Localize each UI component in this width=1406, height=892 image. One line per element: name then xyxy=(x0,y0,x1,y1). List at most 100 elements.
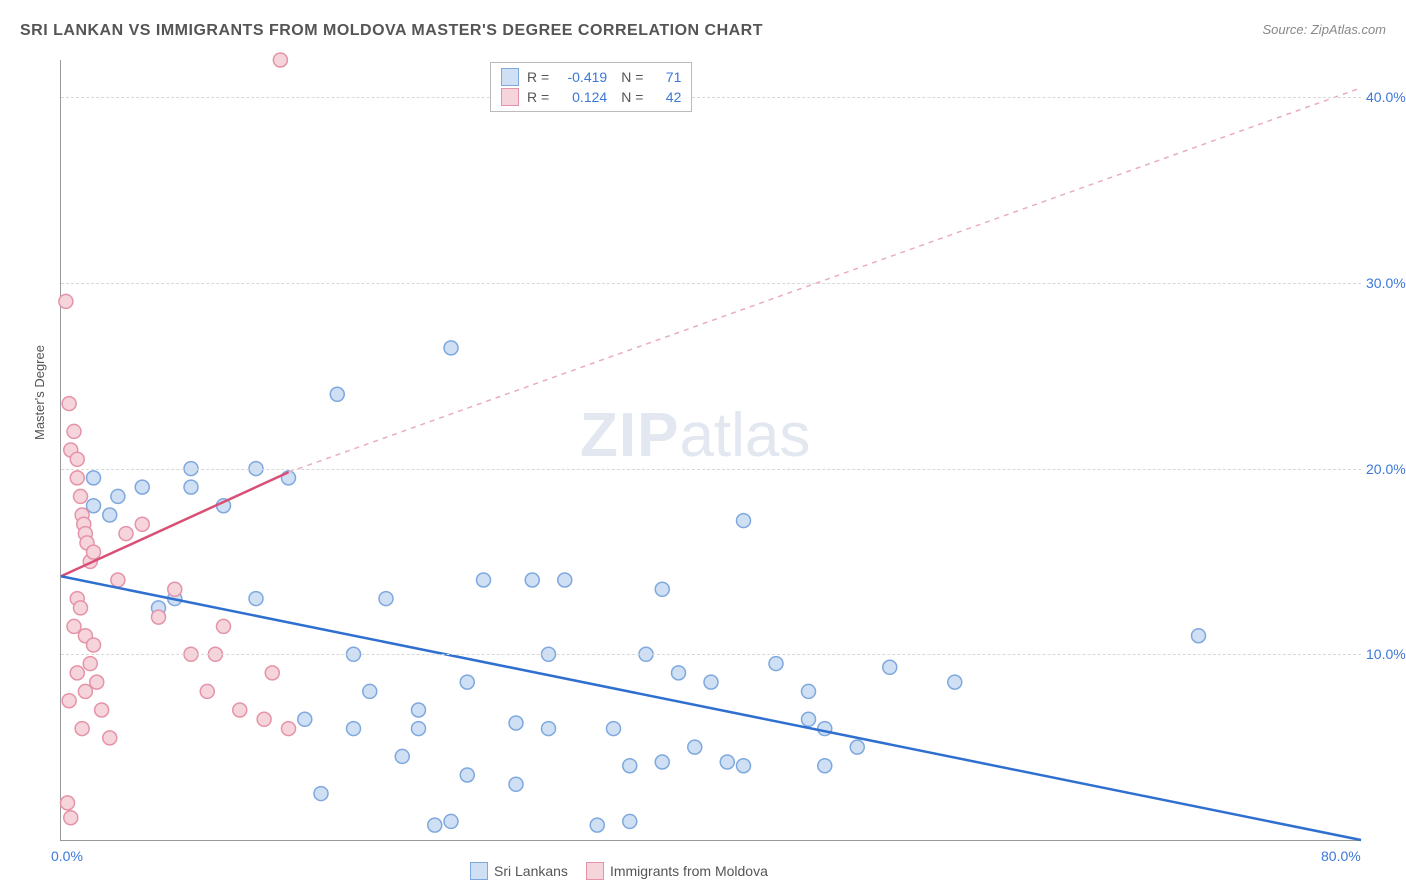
data-point xyxy=(273,53,287,67)
data-point xyxy=(111,573,125,587)
data-point xyxy=(135,517,149,531)
data-point xyxy=(257,712,271,726)
data-point xyxy=(412,722,426,736)
source-credit: Source: ZipAtlas.com xyxy=(1262,22,1386,37)
data-point xyxy=(67,424,81,438)
data-point xyxy=(330,387,344,401)
data-point xyxy=(623,759,637,773)
gridline xyxy=(61,654,1361,655)
data-point xyxy=(948,675,962,689)
legend-swatch xyxy=(501,68,519,86)
data-point xyxy=(428,818,442,832)
r-label: R = xyxy=(527,89,549,105)
data-point xyxy=(525,573,539,587)
data-point xyxy=(200,684,214,698)
data-point xyxy=(444,341,458,355)
data-point xyxy=(70,471,84,485)
data-point xyxy=(78,684,92,698)
data-point xyxy=(623,814,637,828)
data-point xyxy=(802,712,816,726)
chart-title: SRI LANKAN VS IMMIGRANTS FROM MOLDOVA MA… xyxy=(20,22,763,40)
data-point xyxy=(542,722,556,736)
data-point xyxy=(62,397,76,411)
n-label: N = xyxy=(621,69,643,85)
n-value: 42 xyxy=(649,89,681,105)
data-point xyxy=(314,787,328,801)
data-point xyxy=(1192,629,1206,643)
data-point xyxy=(59,294,73,308)
data-point xyxy=(95,703,109,717)
data-point xyxy=(74,489,88,503)
data-point xyxy=(67,619,81,633)
data-point xyxy=(70,452,84,466)
legend-row: R =0.124N =42 xyxy=(501,87,681,107)
data-point xyxy=(64,811,78,825)
data-point xyxy=(119,527,133,541)
data-point xyxy=(87,545,101,559)
data-point xyxy=(379,592,393,606)
data-point xyxy=(83,657,97,671)
gridline xyxy=(61,97,1361,98)
data-point xyxy=(607,722,621,736)
data-point xyxy=(769,657,783,671)
data-point xyxy=(818,759,832,773)
data-point xyxy=(249,592,263,606)
data-point xyxy=(87,499,101,513)
n-value: 71 xyxy=(649,69,681,85)
data-point xyxy=(103,731,117,745)
regression-line xyxy=(61,472,289,576)
data-point xyxy=(168,582,182,596)
y-tick-label: 40.0% xyxy=(1366,89,1406,105)
legend-row: R =-0.419N =71 xyxy=(501,67,681,87)
data-point xyxy=(265,666,279,680)
data-point xyxy=(87,638,101,652)
data-point xyxy=(672,666,686,680)
data-point xyxy=(298,712,312,726)
y-tick-label: 20.0% xyxy=(1366,461,1406,477)
scatter-svg xyxy=(61,60,1361,840)
legend-item: Immigrants from Moldova xyxy=(586,862,768,880)
data-point xyxy=(184,480,198,494)
legend-item: Sri Lankans xyxy=(470,862,568,880)
plot-area: 10.0%20.0%30.0%40.0%0.0%80.0% xyxy=(60,60,1361,841)
gridline xyxy=(61,283,1361,284)
data-point xyxy=(70,666,84,680)
data-point xyxy=(61,796,75,810)
x-tick-label: 0.0% xyxy=(51,848,83,864)
legend-label: Sri Lankans xyxy=(494,863,568,879)
legend-label: Immigrants from Moldova xyxy=(610,863,768,879)
data-point xyxy=(558,573,572,587)
data-point xyxy=(883,660,897,674)
legend-swatch xyxy=(586,862,604,880)
x-tick-label: 80.0% xyxy=(1321,848,1361,864)
data-point xyxy=(135,480,149,494)
data-point xyxy=(655,582,669,596)
correlation-legend: R =-0.419N =71R =0.124N =42 xyxy=(490,62,692,112)
data-point xyxy=(850,740,864,754)
regression-dash xyxy=(289,88,1362,472)
data-point xyxy=(363,684,377,698)
data-point xyxy=(737,759,751,773)
data-point xyxy=(737,514,751,528)
data-point xyxy=(395,749,409,763)
r-value: -0.419 xyxy=(555,69,607,85)
data-point xyxy=(152,610,166,624)
data-point xyxy=(90,675,104,689)
data-point xyxy=(477,573,491,587)
regression-line xyxy=(61,576,1361,840)
data-point xyxy=(103,508,117,522)
data-point xyxy=(75,722,89,736)
data-point xyxy=(412,703,426,717)
data-point xyxy=(688,740,702,754)
data-point xyxy=(655,755,669,769)
series-legend: Sri Lankans Immigrants from Moldova xyxy=(470,862,768,880)
data-point xyxy=(111,489,125,503)
n-label: N = xyxy=(621,89,643,105)
y-axis-label: Master's Degree xyxy=(32,345,47,440)
data-point xyxy=(460,675,474,689)
data-point xyxy=(444,814,458,828)
data-point xyxy=(720,755,734,769)
data-point xyxy=(62,694,76,708)
data-point xyxy=(282,722,296,736)
data-point xyxy=(509,716,523,730)
